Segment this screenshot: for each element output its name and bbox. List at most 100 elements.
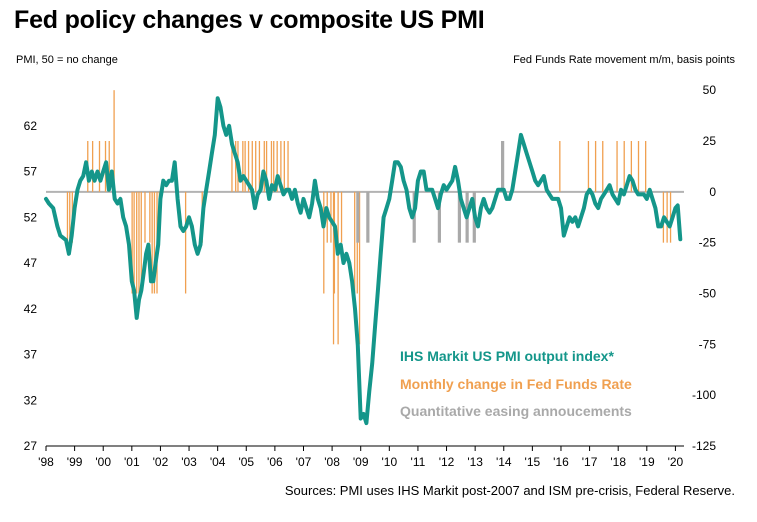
qe-bar bbox=[501, 141, 505, 192]
x-tick-label: '16 bbox=[553, 455, 569, 469]
x-tick-label: '20 bbox=[668, 455, 684, 469]
x-tick-label: '19 bbox=[639, 455, 655, 469]
fed-bar bbox=[153, 191, 156, 294]
left-tick-label: 27 bbox=[24, 439, 38, 453]
chart-title: Fed policy changes v composite US PMI bbox=[14, 6, 485, 34]
x-tick-label: '04 bbox=[210, 455, 226, 469]
fed-bar bbox=[244, 141, 246, 192]
fed-bar bbox=[251, 141, 253, 192]
fed-bar bbox=[602, 141, 604, 192]
x-tick-label: '12 bbox=[439, 455, 455, 469]
fed-bar bbox=[184, 191, 187, 294]
x-tick-label: '02 bbox=[153, 455, 169, 469]
qe-bar bbox=[437, 191, 441, 243]
fed-bar bbox=[133, 191, 135, 294]
fed-bar bbox=[258, 141, 261, 192]
left-axis-label: PMI, 50 = no change bbox=[16, 54, 118, 66]
x-tick-label: '10 bbox=[381, 455, 397, 469]
fed-bar bbox=[270, 141, 273, 192]
fed-bar bbox=[98, 141, 101, 192]
legend-item: Monthly change in Fed Funds Rate bbox=[400, 376, 632, 392]
fed-bar bbox=[242, 141, 244, 192]
x-tick-label: '08 bbox=[324, 455, 340, 469]
fed-bar bbox=[144, 191, 146, 243]
right-tick-label: 0 bbox=[709, 185, 716, 199]
fed-bar bbox=[340, 191, 343, 243]
fed-bar bbox=[69, 191, 71, 243]
pmi-line bbox=[44, 96, 683, 426]
x-tick-label: '14 bbox=[496, 455, 512, 469]
fed-bar bbox=[354, 191, 356, 294]
fed-bar bbox=[247, 141, 250, 192]
right-tick-label: -75 bbox=[699, 337, 717, 351]
right-tick-label: -100 bbox=[692, 388, 716, 402]
fed-bar bbox=[231, 141, 233, 192]
fed-bar bbox=[616, 141, 618, 192]
left-tick-label: 37 bbox=[24, 348, 38, 362]
left-axis-ticks: 27 32 37 42 47 52 57 62 bbox=[24, 119, 38, 453]
fed-bar bbox=[151, 191, 153, 294]
left-tick-label: 32 bbox=[24, 393, 38, 407]
fed-bar bbox=[149, 191, 151, 243]
right-tick-label: -50 bbox=[699, 287, 717, 301]
x-axis-ticks: '98 '99 '00 '01 '02 '03 '04 '05 '06 '07 '08 '09 '10 '… bbox=[38, 446, 684, 469]
x-tick-label: '03 bbox=[181, 455, 197, 469]
fed-bar bbox=[332, 191, 335, 345]
fed-bar bbox=[337, 191, 339, 345]
x-tick-label: '13 bbox=[467, 455, 483, 469]
x-tick-label: '17 bbox=[582, 455, 598, 469]
right-axis-label: Fed Funds Rate movement m/m, basis point… bbox=[513, 54, 735, 66]
fed-bar bbox=[131, 191, 133, 294]
fed-bar bbox=[136, 191, 138, 294]
left-tick-label: 42 bbox=[24, 302, 38, 316]
fed-bar bbox=[333, 191, 336, 294]
fed-bar bbox=[637, 141, 640, 192]
x-tick-label: '11 bbox=[411, 455, 426, 469]
fed-bar bbox=[113, 90, 115, 192]
left-tick-label: 57 bbox=[24, 165, 38, 179]
right-tick-label: -25 bbox=[699, 236, 717, 250]
x-tick-label: '18 bbox=[610, 455, 626, 469]
source-note: Sources: PMI uses IHS Markit post-2007 a… bbox=[284, 483, 735, 498]
left-tick-label: 47 bbox=[24, 256, 38, 270]
fed-bar bbox=[645, 141, 647, 192]
fed-bar bbox=[263, 141, 265, 192]
fed-bar bbox=[358, 191, 361, 345]
right-tick-label: 50 bbox=[703, 83, 717, 97]
fed-bar bbox=[587, 141, 590, 192]
x-tick-label: '06 bbox=[267, 455, 283, 469]
qe-bar bbox=[457, 191, 462, 243]
qe-bar bbox=[366, 191, 370, 243]
fed-bar bbox=[255, 141, 257, 192]
fed-bar bbox=[140, 191, 142, 294]
right-tick-label: -125 bbox=[692, 439, 716, 453]
fed-bar bbox=[287, 141, 289, 192]
fed-bar bbox=[91, 141, 94, 192]
fed-bar bbox=[66, 191, 69, 243]
fed-bar bbox=[594, 141, 597, 192]
x-tick-label: '01 bbox=[124, 455, 140, 469]
fed-bar bbox=[138, 191, 140, 294]
legend: IHS Markit US PMI output index* Monthly c… bbox=[400, 348, 632, 419]
x-tick-label: '15 bbox=[525, 455, 541, 469]
x-tick-label: '99 bbox=[67, 455, 83, 469]
x-tick-label: '98 bbox=[38, 455, 54, 469]
x-tick-label: '09 bbox=[353, 455, 369, 469]
fed-bar bbox=[623, 141, 625, 192]
x-tick-label: '05 bbox=[238, 455, 254, 469]
fed-bar bbox=[280, 141, 282, 192]
legend-item: Quantitative easing annoucements bbox=[400, 403, 632, 419]
fed-bar bbox=[265, 141, 268, 192]
fed-bar bbox=[630, 141, 633, 192]
fed-bar bbox=[283, 141, 285, 192]
qe-bar bbox=[356, 191, 360, 243]
fed-bar bbox=[356, 191, 358, 294]
x-tick-label: '00 bbox=[95, 455, 111, 469]
x-tick-label: '07 bbox=[296, 455, 312, 469]
left-tick-label: 52 bbox=[24, 210, 38, 224]
left-tick-label: 62 bbox=[24, 119, 38, 133]
fed-bar bbox=[108, 141, 110, 192]
fed-bar bbox=[273, 141, 275, 192]
fed-bar bbox=[323, 191, 325, 294]
